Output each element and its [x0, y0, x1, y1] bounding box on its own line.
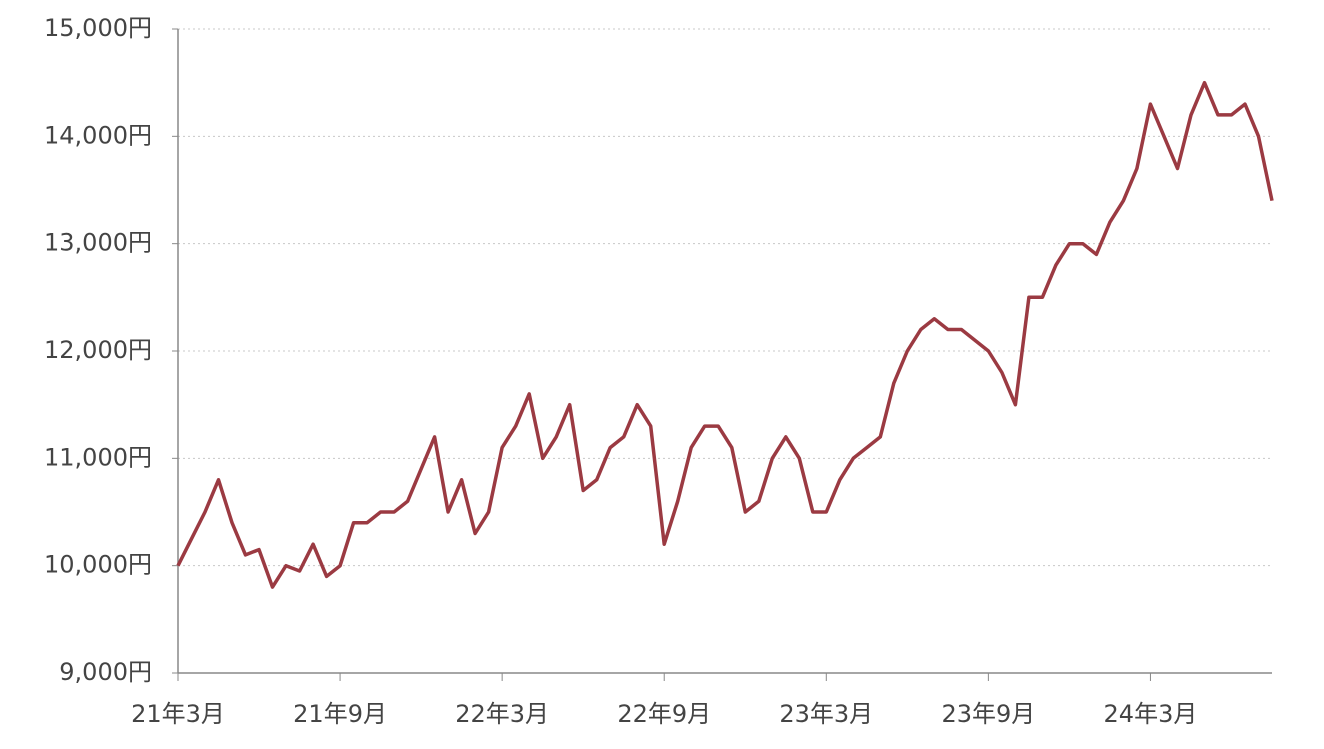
- y-tick-label: 14,000円: [44, 121, 152, 149]
- x-tick-label: 22年3月: [455, 700, 549, 728]
- line-series: [176, 80, 1274, 589]
- y-tick-label: 12,000円: [44, 336, 152, 364]
- x-tick-label: 24年3月: [1104, 700, 1198, 728]
- y-tick-label: 15,000円: [44, 14, 152, 42]
- y-tick-label: 9,000円: [59, 658, 152, 686]
- x-tick-label: 21年3月: [131, 700, 225, 728]
- y-tick-label: 11,000円: [44, 443, 152, 471]
- x-tick-label: 22年9月: [617, 700, 711, 728]
- y-tick-label: 10,000円: [44, 551, 152, 579]
- x-tick-label: 21年9月: [293, 700, 387, 728]
- x-tick-label: 23年9月: [941, 700, 1035, 728]
- x-tick-label: 23年3月: [779, 700, 873, 728]
- y-tick-label: 13,000円: [44, 229, 152, 257]
